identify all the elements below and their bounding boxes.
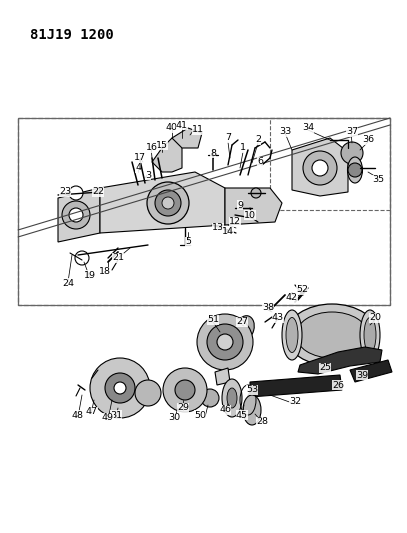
- Circle shape: [197, 314, 253, 370]
- Circle shape: [163, 368, 207, 412]
- Text: 23: 23: [59, 188, 71, 197]
- Text: 34: 34: [302, 124, 314, 133]
- Text: 31: 31: [110, 410, 122, 419]
- Text: 39: 39: [356, 370, 368, 379]
- Text: 49: 49: [102, 414, 114, 423]
- Text: 14: 14: [222, 228, 234, 237]
- Ellipse shape: [348, 157, 363, 183]
- Circle shape: [312, 160, 328, 176]
- Ellipse shape: [364, 318, 376, 352]
- Text: 1: 1: [240, 143, 246, 152]
- Text: 26: 26: [332, 381, 344, 390]
- Circle shape: [303, 151, 337, 185]
- Text: 27: 27: [236, 318, 248, 327]
- Text: 35: 35: [372, 175, 384, 184]
- Text: 29: 29: [177, 403, 189, 413]
- Text: 7: 7: [225, 133, 231, 142]
- Text: 10: 10: [244, 211, 256, 220]
- Text: 53: 53: [246, 385, 258, 394]
- Circle shape: [251, 188, 261, 198]
- Text: 5: 5: [185, 238, 191, 246]
- Text: 13: 13: [212, 223, 224, 232]
- Circle shape: [348, 163, 362, 177]
- Text: 3: 3: [145, 171, 151, 180]
- Text: 6: 6: [257, 157, 263, 166]
- Circle shape: [201, 389, 219, 407]
- Text: 25: 25: [319, 364, 331, 373]
- Circle shape: [207, 324, 243, 360]
- Text: 41: 41: [176, 120, 188, 130]
- Text: 30: 30: [168, 414, 180, 423]
- Polygon shape: [58, 188, 100, 242]
- Text: 51: 51: [207, 316, 219, 325]
- Polygon shape: [292, 138, 348, 196]
- Text: 22: 22: [92, 188, 104, 197]
- Circle shape: [175, 380, 195, 400]
- Ellipse shape: [162, 197, 174, 209]
- Circle shape: [105, 373, 135, 403]
- Text: 9: 9: [237, 200, 243, 209]
- Ellipse shape: [147, 182, 189, 224]
- Text: 8: 8: [210, 149, 216, 157]
- Text: 33: 33: [279, 127, 291, 136]
- Text: 81J19 1200: 81J19 1200: [30, 28, 114, 42]
- Text: 50: 50: [194, 410, 206, 419]
- Polygon shape: [225, 188, 282, 225]
- Text: 21: 21: [112, 254, 124, 262]
- Circle shape: [69, 208, 83, 222]
- Circle shape: [69, 186, 83, 200]
- Text: 19: 19: [84, 271, 96, 279]
- Circle shape: [75, 251, 89, 265]
- Ellipse shape: [155, 190, 181, 216]
- Text: 17: 17: [134, 154, 146, 163]
- Text: 43: 43: [272, 313, 284, 322]
- Circle shape: [114, 382, 126, 394]
- Text: 52: 52: [296, 286, 308, 295]
- Text: 28: 28: [256, 417, 268, 426]
- Ellipse shape: [286, 318, 298, 352]
- Ellipse shape: [286, 304, 378, 366]
- Text: 15: 15: [156, 141, 168, 149]
- Polygon shape: [215, 368, 230, 385]
- Text: 2: 2: [255, 135, 261, 144]
- Circle shape: [217, 334, 233, 350]
- Text: 40: 40: [166, 124, 178, 133]
- Text: 32: 32: [289, 398, 301, 407]
- Text: 42: 42: [286, 294, 298, 303]
- Text: 16: 16: [146, 143, 158, 152]
- Text: 24: 24: [62, 279, 74, 287]
- Text: 18: 18: [99, 268, 111, 277]
- Polygon shape: [298, 347, 382, 374]
- Text: 37: 37: [346, 127, 358, 136]
- Text: 12: 12: [229, 217, 241, 227]
- Ellipse shape: [360, 310, 380, 360]
- Text: 47: 47: [86, 408, 98, 416]
- Text: 4: 4: [135, 164, 141, 173]
- Polygon shape: [152, 138, 182, 172]
- Polygon shape: [350, 360, 392, 382]
- Text: 38: 38: [262, 303, 274, 312]
- Text: 36: 36: [362, 135, 374, 144]
- Ellipse shape: [236, 316, 254, 340]
- Text: 46: 46: [219, 406, 231, 415]
- Text: 11: 11: [192, 125, 204, 134]
- Circle shape: [135, 380, 161, 406]
- Polygon shape: [100, 172, 225, 233]
- Ellipse shape: [296, 312, 368, 358]
- Polygon shape: [250, 375, 342, 397]
- Ellipse shape: [227, 388, 237, 408]
- Text: 45: 45: [236, 410, 248, 419]
- Polygon shape: [172, 128, 202, 148]
- Circle shape: [90, 358, 150, 418]
- Ellipse shape: [222, 379, 242, 417]
- Circle shape: [62, 201, 90, 229]
- Ellipse shape: [243, 395, 261, 425]
- Ellipse shape: [282, 310, 302, 360]
- Circle shape: [341, 142, 363, 164]
- Text: 48: 48: [72, 410, 84, 419]
- Text: 20: 20: [369, 313, 381, 322]
